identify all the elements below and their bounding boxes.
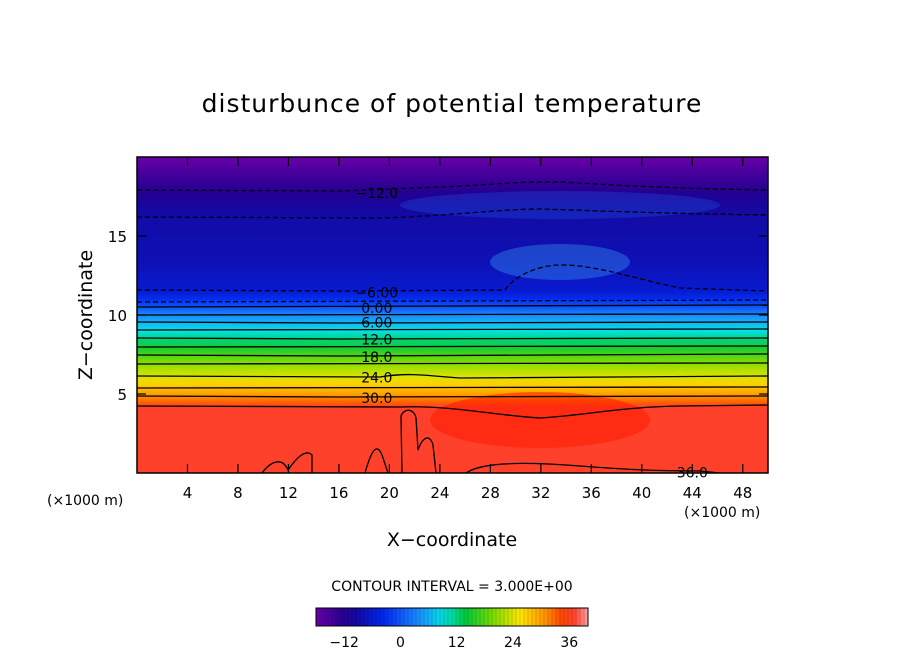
x-tick-label: 8 (233, 484, 243, 502)
colorbar-tick-label: 12 (448, 635, 466, 651)
colorbar-fill (316, 608, 588, 626)
contour-label-text: −12.0 (355, 186, 398, 202)
x-unit-right: (×1000 m) (684, 505, 760, 521)
contour-interval-text: CONTOUR INTERVAL = 3.000E+00 (331, 579, 572, 595)
contour-label-text: −6.00 (355, 285, 398, 301)
contour-minus-9 (137, 208, 768, 219)
x-tick-label: 4 (183, 484, 193, 502)
colorbar-tick-label: 36 (560, 635, 578, 651)
y-tick-label: 5 (117, 386, 127, 404)
contour-9 (137, 328, 768, 331)
contour-label: 24.0 (361, 371, 392, 387)
contour-24 (137, 373, 768, 379)
contour-label-text: 18.0 (361, 350, 392, 366)
colorbar-frame (315, 607, 589, 627)
field-anomalies (400, 191, 720, 448)
x-tick-label: 12 (279, 484, 298, 502)
x-tick-label: 16 (329, 484, 348, 502)
x-tick-label: 44 (683, 484, 702, 502)
contour-30 (137, 395, 768, 398)
x-tick-label: 20 (380, 484, 399, 502)
colorbar-stripes (319, 608, 585, 626)
contour-21 (137, 362, 768, 365)
contour-15 (137, 345, 768, 348)
x-axis-label: X−coordinate (387, 529, 517, 551)
warm-core-anomaly (430, 392, 650, 448)
contour-label: 6.00 (361, 315, 392, 331)
contour-label-text: 6.00 (361, 315, 392, 331)
contour-27 (137, 386, 768, 389)
x-unit-left: (×1000 m) (47, 493, 123, 509)
contour-label-text: 0.00 (361, 301, 392, 317)
contour-18 (137, 353, 768, 357)
contour-minus-6 (137, 264, 768, 292)
chart-title: disturbunce of potential temperature (202, 89, 703, 118)
contour-label: −6.00 (355, 285, 398, 301)
contour-minus-12 (137, 181, 768, 192)
y-axis-label: Z−coordinate (75, 250, 97, 380)
x-tick-label: 40 (632, 484, 651, 502)
contour-12 (137, 337, 768, 340)
x-tick-label: 36 (582, 484, 601, 502)
x-tick-label: 28 (481, 484, 500, 502)
colorbar: −12 0 12 24 36 (315, 607, 589, 651)
y-tick-label: 15 (108, 228, 127, 246)
contour-label-text: 12.0 (361, 333, 392, 349)
contour-label: 30.0 (361, 391, 392, 407)
contour-36-plume-b (364, 448, 389, 473)
x-tick-label: 48 (733, 484, 752, 502)
colorbar-tick-label: 24 (504, 635, 522, 651)
contour-label: 0.00 (361, 301, 392, 317)
x-tick-label: 24 (430, 484, 449, 502)
contour-3 (137, 313, 768, 316)
contour-lines (137, 181, 768, 473)
upper-cold-band (400, 191, 720, 219)
colorbar-tick-label: 0 (396, 635, 405, 651)
colorbar-ticks: −12 0 12 24 36 (329, 635, 578, 651)
contour-33 (137, 404, 768, 419)
contour-36-surface (465, 462, 721, 473)
contour-label: 12.0 (361, 333, 392, 349)
contour-0 (137, 304, 768, 308)
contour-36-plume-c (400, 409, 437, 473)
contour-label-text: 24.0 (361, 371, 392, 387)
x-tick-label: 32 (531, 484, 550, 502)
contour-label: 18.0 (361, 350, 392, 366)
y-tick-label: 10 (108, 307, 127, 325)
cold-dome-anomaly (490, 244, 630, 280)
contour-label: −12.0 (355, 186, 398, 202)
contour-minus-3 (137, 299, 768, 303)
contour-label-text: 30.0 (361, 391, 392, 407)
contour-6 (137, 321, 768, 324)
colorbar-tick-label: −12 (329, 635, 359, 651)
